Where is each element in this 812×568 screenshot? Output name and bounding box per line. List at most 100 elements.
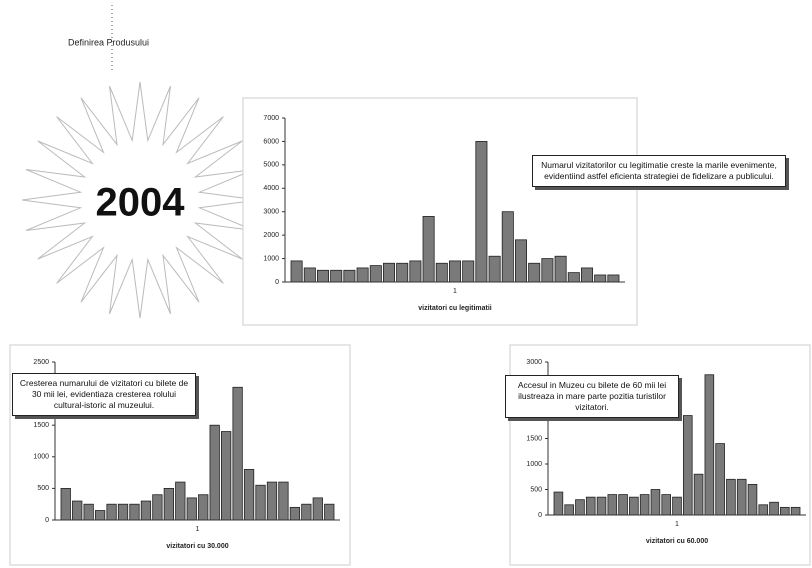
bar — [607, 494, 618, 516]
bar — [475, 141, 488, 283]
bar — [106, 503, 117, 521]
bar — [422, 215, 435, 283]
bar — [585, 496, 596, 516]
bar — [140, 500, 152, 521]
bar — [278, 481, 289, 521]
bar — [72, 500, 83, 521]
y-tick-label: 0 — [45, 517, 49, 524]
bar — [396, 262, 409, 283]
bar — [266, 481, 278, 521]
y-tick-label: 3000 — [263, 209, 279, 216]
bar — [435, 262, 448, 283]
bar — [290, 260, 303, 283]
bar — [693, 473, 704, 516]
bar — [607, 274, 620, 283]
x-tick-label: 1 — [453, 288, 457, 295]
y-tick-label: 0 — [275, 279, 279, 286]
x-tick-label: 1 — [675, 521, 679, 528]
y-tick-label: 1000 — [263, 255, 279, 262]
y-tick-label: 7000 — [263, 115, 279, 122]
bar — [790, 506, 801, 516]
bar — [769, 501, 779, 516]
y-tick-label: 4000 — [263, 185, 279, 192]
y-tick-label: 6000 — [263, 138, 279, 145]
bar — [316, 269, 329, 283]
x-axis-label: vizitatori cu legitimatii — [418, 305, 492, 312]
bar — [209, 424, 220, 521]
y-tick-label: 0 — [538, 512, 542, 519]
y-tick-label: 1000 — [526, 461, 542, 468]
starburst — [21, 81, 259, 319]
y-tick-label: 1000 — [33, 454, 49, 461]
bar — [747, 483, 758, 516]
y-tick-label: 500 — [530, 486, 542, 493]
x-axis-label: vizitatori cu 60.000 — [646, 538, 708, 545]
callout: Numarul vizitatorilor cu legitimatie cre… — [532, 155, 786, 187]
chart-frame — [242, 97, 638, 326]
bar — [221, 431, 232, 521]
bar — [661, 494, 672, 516]
y-tick-label: 1500 — [526, 435, 542, 442]
bar — [94, 510, 106, 521]
bar — [303, 267, 316, 283]
bar — [541, 258, 554, 283]
bar — [553, 491, 564, 516]
bar — [567, 272, 580, 283]
y-tick-label: 1500 — [33, 422, 49, 429]
bar — [409, 260, 422, 283]
bar — [232, 386, 243, 521]
bar — [129, 503, 140, 521]
bar — [501, 211, 514, 283]
bar — [198, 494, 209, 521]
bar — [369, 265, 382, 283]
bar — [382, 262, 395, 283]
bar — [324, 503, 335, 521]
bar — [672, 496, 682, 516]
bar — [448, 260, 461, 283]
bar — [462, 260, 475, 283]
page-title: Definirea Produsului — [68, 37, 149, 47]
bar — [301, 503, 312, 521]
bar — [343, 269, 356, 283]
bar — [596, 496, 607, 516]
bar — [594, 274, 607, 283]
bar — [356, 267, 369, 283]
bar — [650, 489, 661, 516]
bar — [330, 269, 343, 283]
bar — [60, 487, 71, 521]
bar — [175, 481, 186, 521]
y-tick-label: 2500 — [33, 359, 49, 366]
bar — [117, 503, 129, 521]
bar — [704, 374, 715, 516]
x-axis-label: vizitatori cu 30.000 — [166, 543, 228, 550]
callout: Cresterea numarului de vizitatori cu bil… — [12, 373, 196, 416]
bar — [618, 494, 628, 516]
bar — [186, 497, 197, 521]
x-tick-label: 1 — [196, 526, 200, 533]
bar — [564, 504, 574, 516]
y-tick-label: 2000 — [263, 232, 279, 239]
y-tick-label: 3000 — [526, 359, 542, 366]
callout: Accesul in Muzeu cu bilete de 60 mii lei… — [505, 375, 679, 418]
y-tick-label: 500 — [37, 485, 49, 492]
bar — [554, 255, 567, 283]
bar — [243, 469, 255, 521]
bar — [629, 496, 639, 516]
bar — [581, 267, 594, 283]
bar — [488, 255, 501, 283]
bar — [780, 506, 790, 516]
bar — [515, 239, 528, 283]
bar — [528, 262, 541, 283]
bar — [312, 497, 323, 521]
bar — [575, 499, 585, 516]
bar — [726, 478, 736, 516]
bar — [736, 478, 747, 516]
bar — [639, 494, 650, 516]
bar — [289, 506, 301, 521]
bar — [758, 504, 769, 516]
y-tick-label: 5000 — [263, 162, 279, 169]
bar — [83, 503, 94, 521]
bar — [152, 494, 163, 521]
